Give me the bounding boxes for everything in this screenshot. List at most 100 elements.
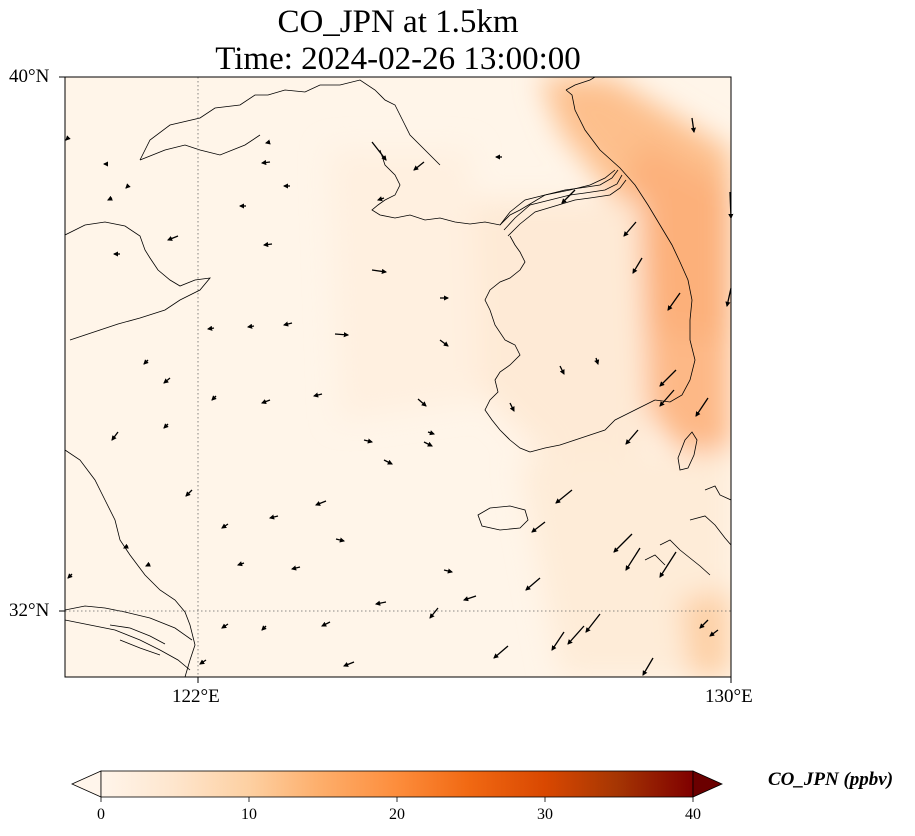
- colorbar-tick-label-20: 20: [389, 806, 405, 823]
- coastline-korea-south: [529, 399, 656, 453]
- wind-arrow: [709, 629, 719, 637]
- concentration-field: [330, 77, 731, 677]
- wind-arrow: [525, 577, 541, 591]
- wind-arrow: [185, 489, 193, 497]
- colorbar-extend-min: [71, 770, 102, 798]
- co-haze-south-tip: [680, 590, 731, 677]
- wind-arrow: [260, 159, 271, 166]
- wind-arrow: [246, 323, 255, 329]
- colorbar-tick-label-30: 30: [537, 806, 553, 823]
- wind-arrow: [321, 621, 331, 627]
- wind-arrow: [377, 196, 385, 202]
- wind-arrow: [282, 321, 293, 327]
- axis-ticks: [59, 76, 732, 683]
- wind-arrow: [585, 613, 601, 633]
- wind-arrow: [312, 392, 323, 398]
- wind-arrow: [725, 287, 732, 308]
- wind-arrow: [315, 500, 327, 506]
- colorbar: [71, 770, 723, 802]
- coastline-shandong-tip: [139, 134, 261, 161]
- wind-arrow: [383, 459, 393, 465]
- coastline-west: [65, 221, 211, 341]
- wind-arrow: [67, 573, 73, 579]
- map-title-line-2: Time: 2024-02-26 13:00:00: [215, 41, 581, 77]
- wind-arrow: [463, 595, 477, 602]
- wind-arrow: [509, 402, 515, 412]
- wind-arrow: [163, 423, 169, 429]
- wind-arrow: [167, 235, 179, 241]
- wind-arrow: [594, 357, 600, 365]
- tsushima-island: [677, 431, 698, 471]
- wind-arrow: [632, 257, 643, 274]
- colorbar-gradient: [100, 770, 694, 798]
- colorbar-tick-label-0: 0: [97, 806, 105, 823]
- wind-arrow: [439, 339, 449, 347]
- wind-arrow: [221, 623, 229, 629]
- wind-arrow: [493, 645, 509, 659]
- lat-label-40: 40°N: [9, 66, 50, 87]
- border-nk-china-3: [507, 179, 627, 237]
- wind-arrow: [145, 561, 151, 567]
- coastline-korea-west: [484, 235, 531, 453]
- wind-arrow: [667, 292, 681, 311]
- wind-arrow: [659, 389, 675, 407]
- wind-arrow: [531, 521, 546, 533]
- wind-arrow: [363, 438, 374, 444]
- wind-arrow: [417, 398, 427, 407]
- wind-arrow: [125, 183, 131, 189]
- wind-vector-field: [65, 117, 734, 676]
- wind-arrow: [659, 369, 677, 387]
- colorbar-tick-label-40: 40: [685, 806, 701, 823]
- wind-arrow: [374, 600, 387, 606]
- gridlines: [65, 77, 731, 677]
- wind-arrow: [334, 332, 350, 338]
- coastline-korea-northeast: [565, 77, 596, 91]
- wind-arrow: [143, 359, 149, 365]
- wind-arrow: [559, 365, 565, 375]
- wind-arrow: [343, 661, 355, 667]
- colorbar-label: CO_JPN (ppbv): [768, 769, 894, 790]
- wind-arrow: [111, 431, 119, 441]
- wind-arrow: [65, 135, 71, 141]
- coastline-jiangsu: [65, 449, 196, 677]
- coastline-bohai-north: [139, 79, 441, 166]
- wind-arrow: [695, 397, 709, 417]
- wind-arrow: [371, 268, 388, 274]
- wind-arrow: [642, 657, 654, 676]
- coastline-kyushu: [644, 485, 731, 576]
- wind-arrow: [290, 565, 301, 571]
- colorbar-extend-max: [692, 770, 723, 798]
- wind-arrow: [427, 430, 435, 436]
- wind-arrow: [261, 399, 271, 404]
- wind-arrow: [551, 631, 565, 651]
- wind-arrow: [613, 533, 633, 553]
- wind-arrow: [423, 441, 433, 447]
- wind-arrow: [429, 607, 439, 619]
- co-plume-south-east: [640, 330, 731, 470]
- wind-arrow: [211, 395, 217, 401]
- wind-arrow: [264, 139, 271, 145]
- wind-arrow: [261, 625, 267, 631]
- map-title-line-1: CO_JPN at 1.5km: [277, 4, 519, 40]
- wind-arrow: [371, 141, 387, 161]
- wind-arrow: [199, 659, 207, 665]
- wind-arrow: [555, 489, 573, 504]
- co-haze-korea: [470, 200, 650, 470]
- coastline-yangtze-south: [65, 619, 191, 671]
- wind-arrow: [107, 195, 113, 201]
- wind-arrow: [623, 221, 637, 237]
- co-haze-southeast-sea: [520, 450, 731, 677]
- jeju-island: [477, 505, 529, 531]
- co-haze-yellow-sea: [330, 150, 480, 420]
- wind-arrow: [413, 161, 425, 171]
- coastline-korea-east: [565, 89, 696, 403]
- wind-arrow: [625, 429, 639, 445]
- coastline-yangtze-north: [65, 605, 193, 641]
- wind-arrow: [237, 561, 245, 567]
- lon-label-122: 122°E: [172, 686, 220, 707]
- border-nk-china-1: [499, 169, 619, 226]
- wind-arrow: [659, 551, 677, 578]
- wind-arrow: [206, 325, 215, 331]
- wind-arrow: [567, 625, 585, 645]
